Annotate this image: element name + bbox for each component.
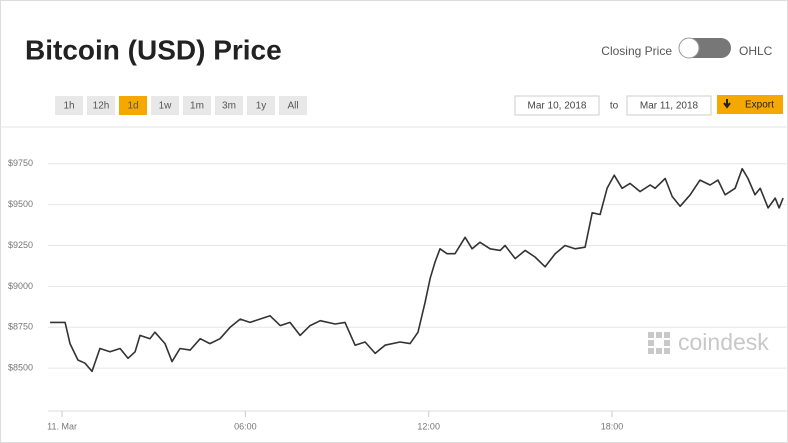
date-from-text: Mar 10, 2018 <box>528 101 587 112</box>
export-label: Export <box>745 100 774 111</box>
range-button-label: 3m <box>222 101 236 112</box>
logo-dot <box>648 340 654 346</box>
x-tick-label: 12:00 <box>417 421 440 431</box>
range-button-bg <box>55 96 83 115</box>
range-button-label: 1h <box>63 101 74 112</box>
y-tick-label: $9500 <box>8 199 33 209</box>
range-button-bg <box>119 96 147 115</box>
logo-dot <box>664 348 670 354</box>
range-button-bg <box>279 96 307 115</box>
logo-dot <box>664 332 670 338</box>
date-to[interactable] <box>626 95 712 116</box>
range-button-bg <box>247 96 275 115</box>
price-line <box>50 167 784 373</box>
export-icon <box>723 99 731 109</box>
x-tick-label: 18:00 <box>601 421 624 431</box>
range-button[interactable]: All <box>279 96 307 115</box>
date-to-text: Mar 11, 2018 <box>640 101 699 112</box>
range-button[interactable]: 3m <box>215 96 243 115</box>
logo-dot <box>664 340 670 346</box>
range-buttons: 1h 12h 1d 1w 1m 3m 1y All <box>55 96 307 115</box>
x-tick-label: 06:00 <box>234 421 257 431</box>
range-button[interactable]: 12h <box>87 96 115 115</box>
range-button[interactable]: 1m <box>183 96 211 115</box>
y-tick-label: $9000 <box>8 281 33 291</box>
toggle-left-label: Closing Price <box>601 44 672 58</box>
range-button-label: 12h <box>93 101 110 112</box>
y-tick-label: $8500 <box>8 363 33 373</box>
range-button-label: All <box>287 101 298 112</box>
logo-dot <box>648 332 654 338</box>
range-button[interactable]: 1h <box>55 96 83 115</box>
y-tick-label: $9750 <box>8 158 33 168</box>
toggle-right-label: OHLC <box>739 44 773 58</box>
watermark-text: coindesk <box>678 329 769 355</box>
logo-dot <box>648 348 654 354</box>
range-button-bg <box>87 96 115 115</box>
plot: $8500 $8750 $9000 $9250 $9500 $9750 11. Mar 06:… <box>0 126 788 431</box>
range-button-bg <box>151 96 179 115</box>
date-separator: to <box>610 101 619 112</box>
toggle-knob <box>678 37 700 59</box>
watermark: coindesk <box>648 329 769 355</box>
date-from[interactable] <box>514 95 600 116</box>
logo-dot <box>656 348 662 354</box>
range-button[interactable]: 1w <box>151 96 179 115</box>
toggle[interactable] <box>678 37 731 59</box>
range-button[interactable]: 1y <box>247 96 275 115</box>
range-button-label: 1d <box>127 101 138 112</box>
range-button-bg <box>215 96 243 115</box>
y-tick-label: $9250 <box>8 240 33 250</box>
range-button-label: 1w <box>159 101 173 112</box>
y-tick-label: $8750 <box>8 322 33 332</box>
range-button-bg <box>183 96 211 115</box>
range-button-label: 1y <box>256 101 267 112</box>
logo-dot <box>656 332 662 338</box>
range-button[interactable]: 1d <box>119 96 147 115</box>
export-bg <box>717 95 783 114</box>
range-button-label: 1m <box>190 101 204 112</box>
title: Bitcoin (USD) Price <box>25 34 282 65</box>
export-button[interactable]: Export <box>717 95 783 114</box>
x-tick-label: 11. Mar <box>47 421 77 431</box>
